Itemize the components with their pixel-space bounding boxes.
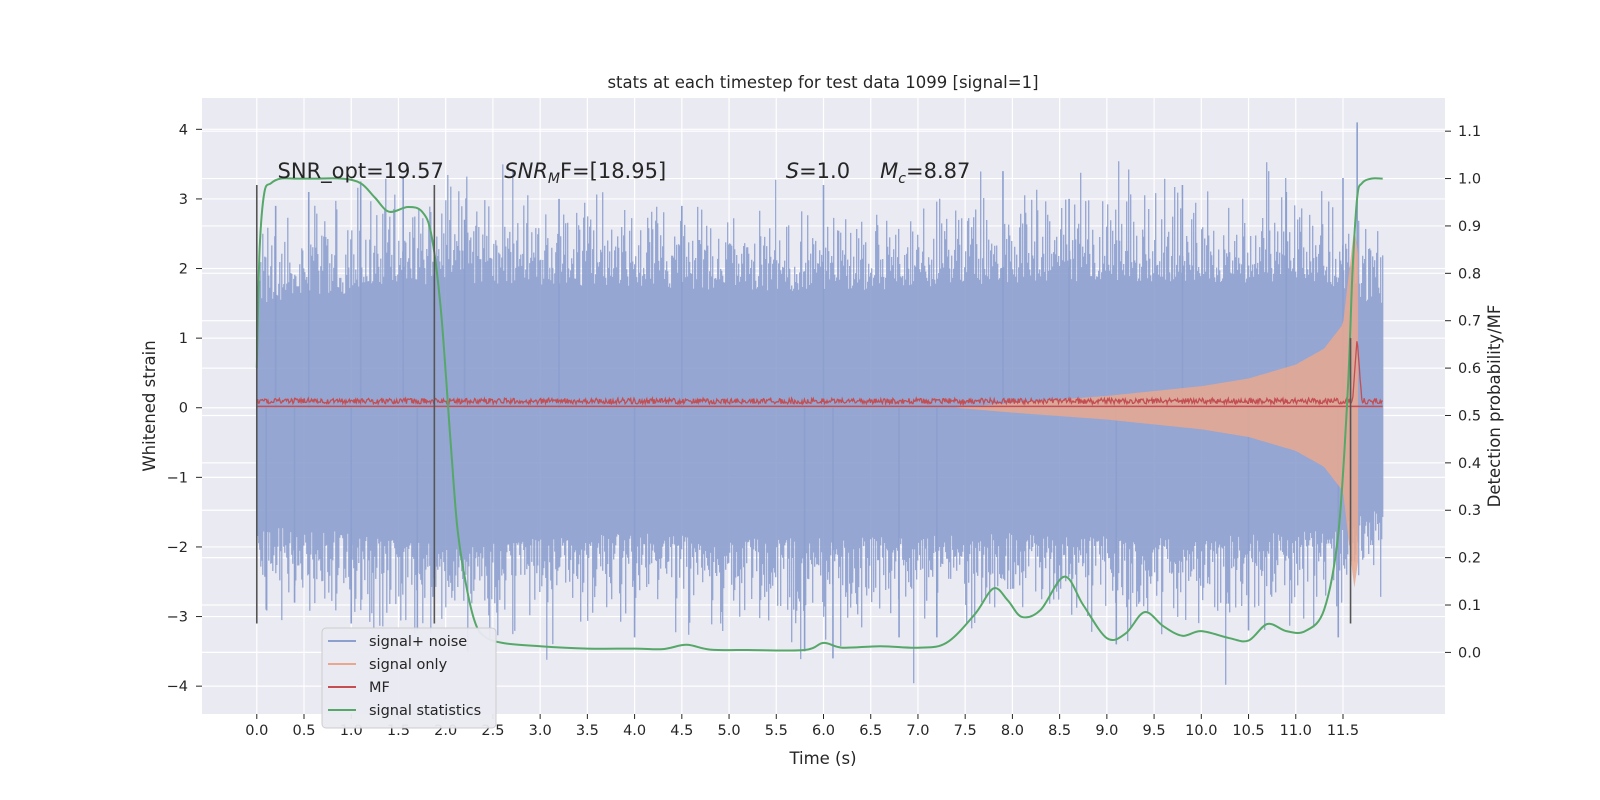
y-axis-label: Whitened strain	[140, 340, 159, 471]
y2-tick-label: 0.6	[1458, 361, 1481, 377]
x-tick-label: 11.0	[1280, 723, 1312, 739]
legend: signal+ noise signal only MF signal statist…	[321, 627, 497, 729]
y2-tick-label: 0.2	[1458, 551, 1481, 567]
y-tick-label: 2	[179, 262, 188, 278]
y-tick-label: −3	[167, 610, 188, 626]
x-tick-label: 5.0	[718, 723, 741, 739]
x-tick-label: 0.0	[245, 723, 268, 739]
y2-axis-label: Detection probability/MF	[1485, 305, 1504, 508]
x-tick-label: 4.5	[670, 723, 693, 739]
x-tick-label: 9.0	[1095, 723, 1118, 739]
x-tick-label: 7.0	[906, 723, 929, 739]
x-tick-label: 0.5	[292, 723, 315, 739]
y-tick-label: 1	[179, 331, 188, 347]
y-tick-label: 4	[179, 122, 188, 138]
y-tick-label: 0	[179, 401, 188, 417]
legend-label: signal only	[369, 657, 448, 673]
x-tick-label: 5.5	[765, 723, 788, 739]
y-tick-label: −4	[167, 679, 188, 695]
x-tick-label: 3.5	[576, 723, 599, 739]
y2-tick-label: 0.0	[1458, 645, 1481, 661]
x-tick-label: 7.5	[954, 723, 977, 739]
x-axis-label: Time (s)	[788, 749, 856, 768]
series-mf-line	[256, 341, 1383, 407]
annotation-text: S=1.0	[786, 159, 850, 183]
x-tick-label: 11.5	[1327, 723, 1359, 739]
x-tick-label: 8.5	[1048, 723, 1071, 739]
y2-tick-label: 0.7	[1458, 314, 1481, 330]
y2-tick-label: 0.3	[1458, 503, 1481, 519]
x-tick-label: 3.0	[529, 723, 552, 739]
series-signal-only	[955, 227, 1359, 588]
y2-tick-label: 0.5	[1458, 408, 1481, 424]
y-tick-label: −1	[167, 470, 188, 486]
series-signal-statistics-line	[255, 177, 1383, 652]
x-tick-label: 9.5	[1143, 723, 1166, 739]
annotation-text: SNR_opt=19.57	[278, 159, 444, 184]
y-tick-label: −2	[167, 540, 188, 556]
axes: 0.0 0.5 1.0 1.5 2.0 2.5 3.0 3.5 4.0 4.5 5.0 5.5 6.0 6…	[167, 122, 1481, 739]
legend-label: signal+ noise	[369, 634, 467, 650]
y2-tick-label: 1.1	[1458, 124, 1481, 140]
x-tick-label: 10.5	[1232, 723, 1264, 739]
legend-box	[321, 627, 497, 729]
annotations: SNR_opt=19.57 SNRMF=[18.95] S=1.0 Mc=8.87	[278, 159, 971, 187]
series-mf	[256, 341, 1383, 408]
x-tick-label: 6.5	[859, 723, 882, 739]
series-layer	[255, 122, 1384, 685]
annotation-text: Mc=8.87	[880, 159, 970, 187]
chart-title: stats at each timestep for test data 109…	[607, 73, 1038, 92]
x-tick-label: 6.0	[812, 723, 835, 739]
x-tick-label: 10.0	[1185, 723, 1217, 739]
y2-tick-label: 0.8	[1458, 266, 1481, 282]
x-tick-label: 8.0	[1001, 723, 1024, 739]
y-tick-label: 3	[179, 192, 188, 208]
annotation-text: SNRMF=[18.95]	[504, 159, 666, 187]
series-signal-only-area	[955, 227, 1359, 588]
series-signal-statistics	[255, 177, 1383, 652]
x-tick-label: 4.0	[623, 723, 646, 739]
legend-label: signal statistics	[369, 703, 481, 719]
y2-tick-label: 1.0	[1458, 172, 1481, 188]
y2-tick-label: 0.9	[1458, 219, 1481, 235]
y2-tick-label: 0.1	[1458, 598, 1481, 614]
y2-tick-label: 0.4	[1458, 456, 1481, 472]
legend-label: MF	[369, 680, 390, 696]
vertical-markers	[255, 185, 1352, 624]
